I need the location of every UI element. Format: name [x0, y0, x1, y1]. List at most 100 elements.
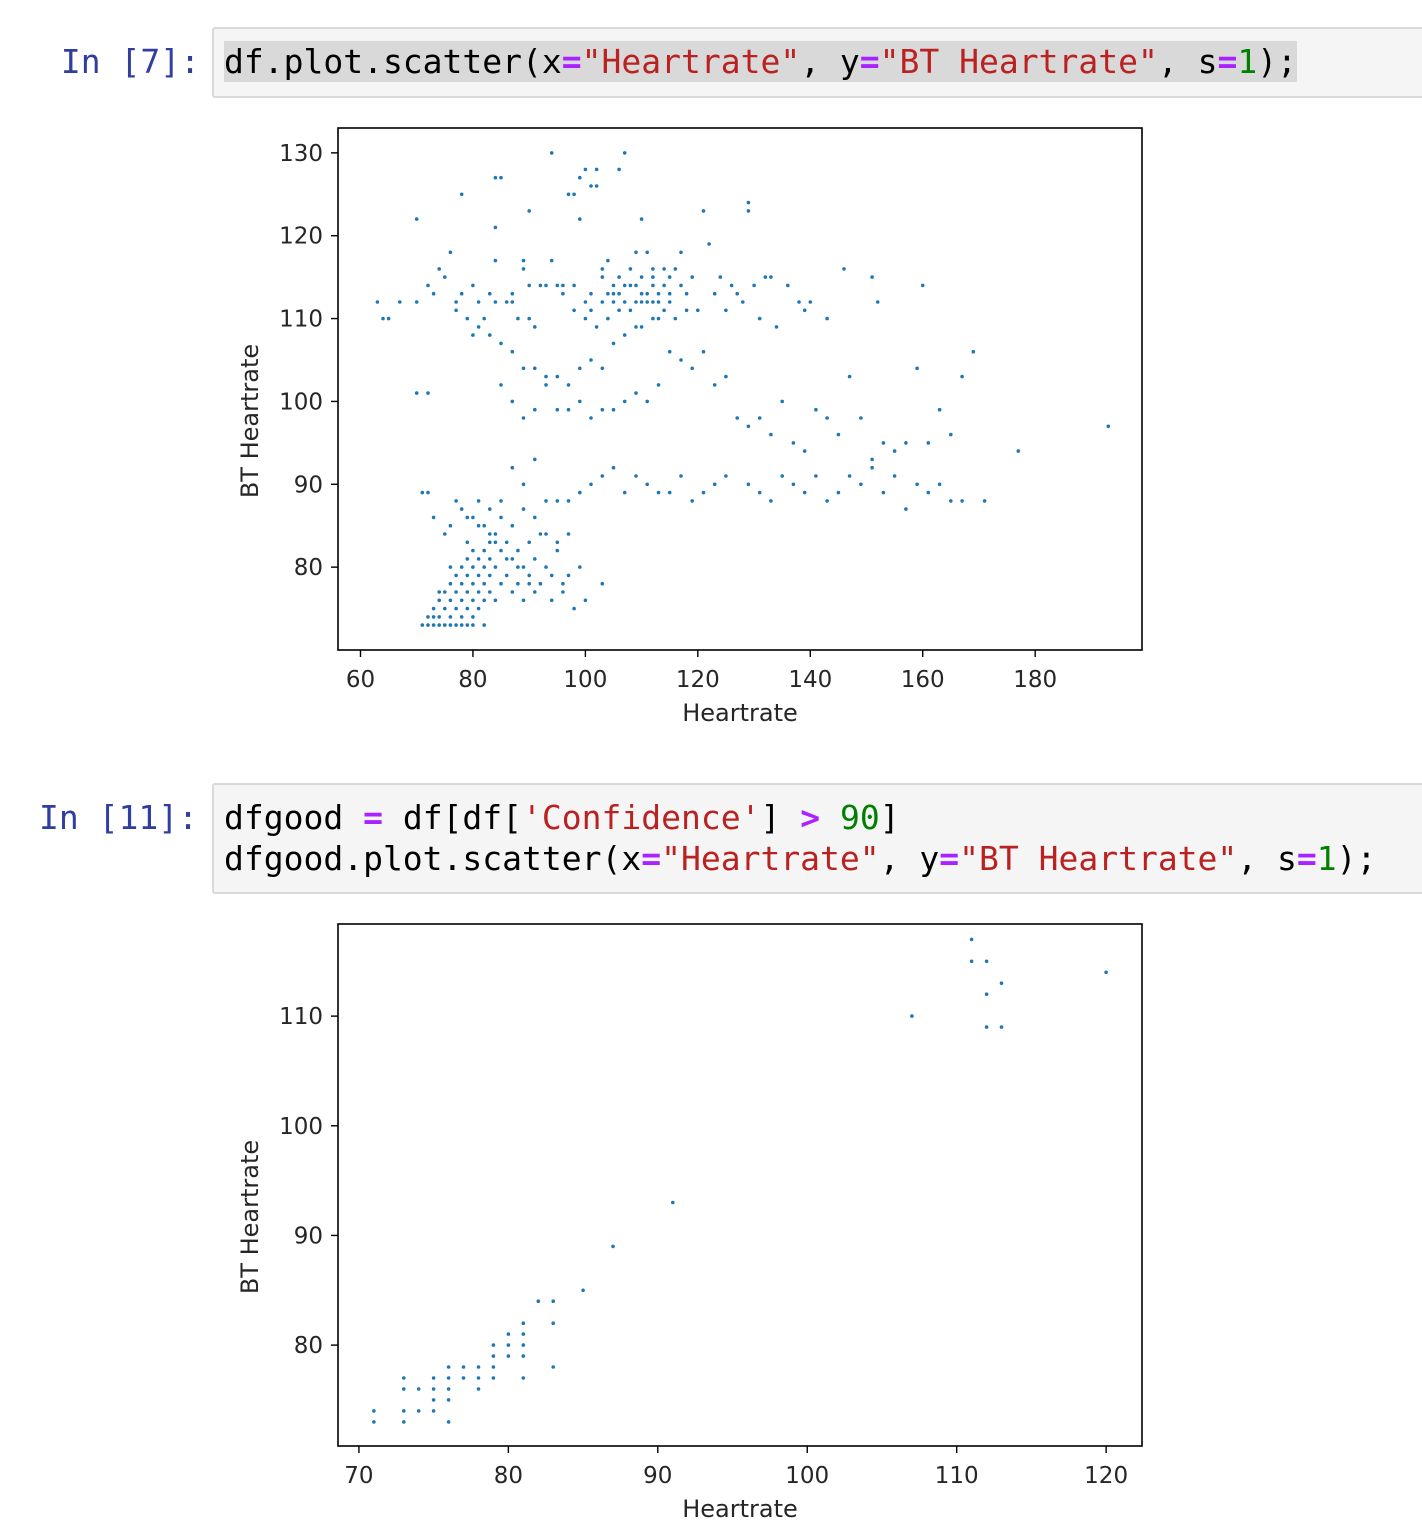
data-point	[465, 606, 470, 611]
data-point	[471, 548, 475, 553]
data-point	[446, 1365, 451, 1369]
data-point	[549, 573, 554, 578]
data-point	[402, 1409, 406, 1413]
data-point	[926, 441, 931, 445]
data-point	[437, 267, 442, 271]
data-point	[690, 366, 694, 371]
data-point	[634, 325, 638, 329]
data-point	[551, 1299, 555, 1303]
data-point	[510, 349, 515, 354]
data-point	[915, 482, 919, 487]
data-point	[949, 432, 953, 437]
data-point	[521, 565, 526, 569]
data-point	[527, 573, 531, 578]
data-point	[1104, 970, 1108, 975]
y-tick-label: 80	[294, 555, 323, 581]
data-point	[476, 1387, 481, 1391]
data-point	[454, 590, 458, 594]
data-point	[504, 540, 509, 545]
data-point	[701, 490, 706, 495]
data-point	[667, 349, 672, 354]
data-point	[589, 482, 593, 487]
data-point	[600, 581, 605, 586]
data-point	[589, 416, 593, 420]
data-point	[555, 548, 560, 553]
code-token: "BT Heartrate"	[959, 839, 1238, 878]
x-tick-label: 120	[1084, 1463, 1128, 1489]
data-point	[984, 992, 989, 996]
data-point	[802, 490, 807, 495]
code-token: );	[1336, 839, 1377, 878]
data-point	[476, 1365, 481, 1369]
data-point	[566, 532, 571, 536]
data-point	[724, 308, 728, 313]
data-point	[516, 581, 520, 586]
code-line[interactable]: dfgood.plot.scatter(x="Heartrate", y="BT…	[224, 838, 1376, 879]
data-point	[416, 1409, 421, 1413]
data-point	[920, 283, 925, 288]
data-point	[555, 540, 560, 545]
data-point	[611, 407, 616, 412]
data-point	[892, 449, 897, 453]
data-point	[549, 258, 554, 263]
data-point	[533, 325, 537, 329]
x-tick-label: 70	[344, 1463, 373, 1489]
data-point	[808, 300, 813, 304]
data-point	[521, 1332, 526, 1336]
data-point	[724, 374, 728, 379]
data-point	[628, 308, 633, 313]
data-point	[533, 457, 537, 462]
data-point	[476, 325, 481, 329]
code-line[interactable]: df.plot.scatter(x="Heartrate", y="BT Hea…	[224, 41, 1297, 82]
code-cell[interactable]: dfgood = df[df['Confidence'] > 90] dfgoo…	[212, 783, 1422, 894]
code-token: =	[1296, 839, 1317, 878]
data-point	[482, 623, 487, 627]
data-point	[561, 283, 565, 288]
data-point	[459, 192, 464, 197]
y-tick-label: 100	[279, 389, 323, 415]
x-tick-label: 160	[901, 667, 945, 693]
data-point	[572, 308, 576, 313]
data-point	[780, 399, 784, 404]
data-point	[969, 937, 974, 942]
data-point	[634, 474, 638, 478]
data-point	[825, 316, 829, 321]
data-point	[482, 598, 487, 603]
data-point	[859, 482, 863, 487]
data-point	[454, 308, 458, 313]
data-point	[594, 167, 599, 172]
data-point	[645, 482, 649, 487]
cell-prompt: In [7]:	[60, 42, 200, 81]
data-point	[471, 615, 475, 619]
data-point	[712, 383, 717, 387]
data-point	[493, 565, 498, 569]
data-point	[521, 1321, 526, 1325]
data-point	[639, 217, 644, 221]
data-point	[533, 590, 537, 594]
y-axis-label: BT Heartrate	[236, 1140, 264, 1294]
data-point	[881, 441, 886, 445]
data-point	[482, 316, 487, 321]
data-point	[488, 532, 492, 536]
data-point	[521, 416, 526, 420]
code-token: df[df[	[382, 798, 523, 837]
data-point	[471, 333, 475, 337]
data-point	[459, 565, 464, 569]
data-point	[402, 1376, 406, 1380]
data-point	[544, 283, 548, 288]
code-token	[820, 798, 840, 837]
data-point	[583, 167, 588, 172]
code-cell[interactable]: df.plot.scatter(x="Heartrate", y="BT Hea…	[212, 27, 1422, 98]
code-token: 90	[839, 798, 880, 837]
data-point	[662, 283, 666, 288]
data-point	[446, 1398, 451, 1402]
data-point	[684, 291, 689, 296]
data-point	[414, 300, 419, 304]
data-point	[617, 275, 621, 279]
code-line[interactable]: dfgood = df[df['Confidence'] > 90]	[224, 797, 900, 838]
data-point	[651, 300, 655, 304]
data-point	[786, 283, 790, 288]
data-point	[555, 374, 560, 379]
data-point	[892, 474, 897, 478]
data-point	[780, 474, 784, 478]
